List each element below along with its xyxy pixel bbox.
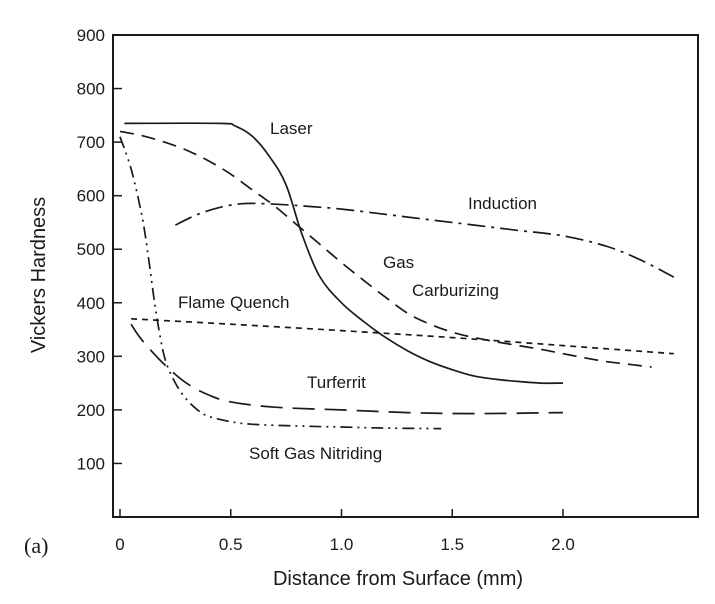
- x-tick-label-4: 2.0: [551, 535, 575, 554]
- series-line-laser: [124, 122, 564, 385]
- y-tick-label-700: 700: [77, 133, 105, 152]
- x-tick-label-2: 1.0: [330, 535, 354, 554]
- y-tick-label-100: 100: [77, 454, 105, 473]
- series-label-soft-gas-nitriding: Soft Gas Nitriding: [249, 444, 382, 463]
- series-label-gas-carburizing-line-2: Carburizing: [412, 281, 499, 300]
- y-tick-label-400: 400: [77, 294, 105, 313]
- y-axis-title: Vickers Hardness: [28, 197, 50, 353]
- panel-label: (a): [24, 533, 48, 558]
- y-tick-label-500: 500: [77, 240, 105, 259]
- series-line-gas-carburizing: [119, 130, 652, 368]
- series-label-gas-carburizing-line-1: Gas: [383, 253, 414, 272]
- series-label-flame-quench: Flame Quench: [178, 293, 290, 312]
- series-label-induction: Induction: [468, 194, 537, 213]
- y-tick-label-800: 800: [77, 80, 105, 99]
- x-axis-title: Distance from Surface (mm): [273, 568, 523, 590]
- y-tick-label-200: 200: [77, 401, 105, 420]
- x-axis: 0 0.5 1.0 1.5 2.0: [115, 509, 575, 554]
- series-line-turferrit: [130, 323, 564, 415]
- plot-frame: [112, 34, 699, 518]
- series-line-soft-gas-nitriding: [119, 136, 442, 430]
- series-curves: [119, 122, 675, 430]
- series-line-induction: [175, 202, 675, 278]
- y-tick-label-900: 900: [77, 26, 105, 45]
- series-label-laser: Laser: [270, 119, 313, 138]
- x-tick-label-3: 1.5: [440, 535, 464, 554]
- series-label-gas-carburizing: Gas Carburizing: [383, 253, 499, 300]
- series-label-turferrit: Turferrit: [307, 373, 366, 392]
- y-tick-label-300: 300: [77, 347, 105, 366]
- x-tick-label-1: 0.5: [219, 535, 243, 554]
- x-tick-label-0: 0: [115, 535, 124, 554]
- y-tick-label-600: 600: [77, 187, 105, 206]
- y-axis: 100 200 300 400 500 600 700 800 900: [77, 26, 122, 473]
